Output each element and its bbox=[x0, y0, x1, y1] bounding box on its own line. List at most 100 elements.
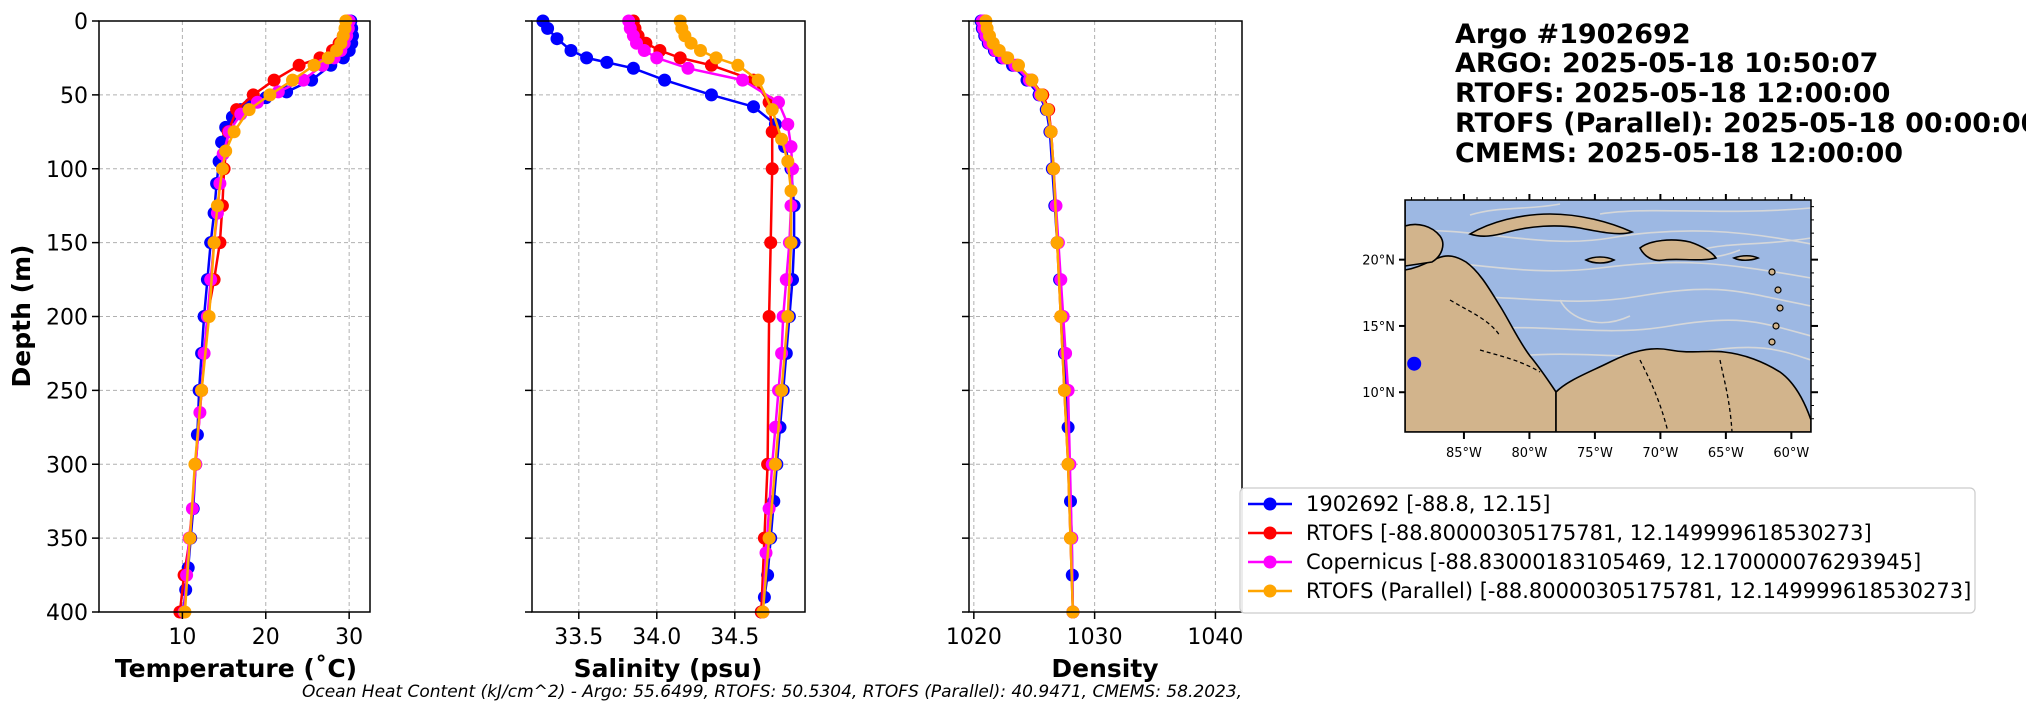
temperature-data-point bbox=[263, 88, 277, 102]
density-data-point bbox=[1035, 88, 1048, 102]
density-xtick-label: 1030 bbox=[1067, 625, 1123, 650]
salinity-xtick-label: 33.5 bbox=[554, 625, 603, 650]
temperature-xtick-label: 10 bbox=[168, 625, 196, 650]
legend: 1902692 [-88.8, 12.15] RTOFS [-88.8000030… bbox=[1239, 487, 1976, 614]
temperature-ytick-label: 400 bbox=[46, 601, 88, 626]
depth-axis-title: Depth (m) bbox=[7, 245, 36, 388]
density-data-point bbox=[1050, 236, 1064, 250]
salinity-data-point bbox=[784, 236, 798, 250]
temperature-series bbox=[173, 14, 359, 619]
salinity-data-point bbox=[781, 154, 795, 168]
density-panel: 1020 1030 1040 Density bbox=[946, 14, 1243, 683]
salinity-xtick-label: 34.5 bbox=[710, 625, 759, 650]
title-argo-id: Argo #1902692 bbox=[1455, 19, 1691, 50]
salinity-data-point bbox=[765, 125, 779, 139]
salinity-series-3 bbox=[673, 14, 798, 619]
temperature-ytick-label: 300 bbox=[46, 453, 88, 478]
salinity-depth-ticks bbox=[525, 20, 532, 613]
title-argo-time: ARGO: 2025-05-18 10:50:07 bbox=[1455, 48, 1878, 79]
map-lesser-antilles bbox=[1768, 268, 1784, 346]
land-south-america bbox=[1555, 347, 1811, 432]
salinity-data-point bbox=[684, 36, 698, 50]
title-block: Argo #1902692 ARGO: 2025-05-18 10:50:07 … bbox=[1455, 19, 2026, 169]
temperature-series-3 bbox=[178, 14, 353, 619]
density-data-point bbox=[1047, 162, 1061, 176]
legend-label: RTOFS (Parallel) [-88.80000305175781, 12… bbox=[1306, 579, 1971, 603]
salinity-data-point bbox=[775, 132, 789, 146]
land-yucatan bbox=[1405, 223, 1444, 267]
map-land bbox=[1405, 200, 1811, 432]
salinity-data-point bbox=[681, 61, 695, 75]
inset-map: 85°W 80°W 75°W 70°W 65°W 60°W 20°N 15°N 10°N bbox=[1362, 194, 1818, 461]
temperature-data-point bbox=[227, 125, 241, 139]
land-puerto-rico bbox=[1731, 254, 1761, 262]
temperature-data-point bbox=[330, 44, 344, 57]
density-series-3 bbox=[979, 14, 1080, 619]
salinity-data-point bbox=[550, 32, 564, 46]
salinity-data-point bbox=[779, 273, 793, 287]
salinity-data-point bbox=[775, 383, 789, 397]
salinity-data-point bbox=[580, 51, 594, 65]
temperature-data-point bbox=[183, 531, 197, 545]
legend-entry: RTOFS (Parallel) [-88.80000305175781, 12… bbox=[1248, 579, 1971, 603]
salinity-xtick-label: 34.0 bbox=[632, 625, 681, 650]
legend-marker-swatch bbox=[1263, 497, 1277, 511]
salinity-data-point bbox=[781, 310, 795, 323]
salinity-data-point bbox=[747, 100, 760, 114]
temperature-data-point bbox=[307, 58, 321, 72]
land-jamaica bbox=[1584, 256, 1616, 264]
temperature-data-point bbox=[188, 457, 202, 471]
salinity-data-point bbox=[762, 531, 776, 545]
density-data-point bbox=[1054, 310, 1068, 323]
temperature-xtick-label: 20 bbox=[252, 625, 280, 650]
map-ticks: 85°W 80°W 75°W 70°W 65°W 60°W 20°N 15°N 10°N bbox=[1362, 194, 1818, 461]
salinity-data-point bbox=[759, 546, 773, 560]
salinity-data-point bbox=[704, 88, 718, 102]
map-lon-tick-label: 85°W bbox=[1446, 446, 1482, 461]
salinity-data-point bbox=[658, 73, 672, 87]
map-lon-tick-label: 75°W bbox=[1577, 446, 1613, 461]
map-lon-tick-label: 60°W bbox=[1773, 446, 1809, 461]
ocean-heat-content-footer: Ocean Heat Content (kJ/cm^2) - Argo: 55.… bbox=[302, 682, 1242, 702]
temperature-data-point bbox=[296, 73, 310, 87]
density-data-point bbox=[1061, 457, 1075, 471]
legend-label: 1902692 [-88.8, 12.15] bbox=[1306, 492, 1550, 516]
salinity-data-point bbox=[541, 21, 555, 35]
density-data-point bbox=[1064, 531, 1077, 545]
legend-marker-swatch bbox=[1263, 555, 1277, 569]
argo-float-marker bbox=[1407, 356, 1422, 371]
salinity-data-point bbox=[784, 140, 798, 154]
temperature-data-point bbox=[215, 162, 229, 176]
salinity-panel: 33.5 34.0 34.5 Salinity (psu) bbox=[525, 14, 806, 683]
density-series bbox=[974, 14, 1080, 619]
temperature-ytick-label: 50 bbox=[60, 84, 88, 109]
temperature-ytick-label: 250 bbox=[46, 379, 88, 404]
map-lat-tick-label: 15°N bbox=[1362, 320, 1395, 335]
temperature-data-point bbox=[195, 383, 209, 397]
temperature-data-point bbox=[242, 103, 256, 117]
salinity-data-point bbox=[731, 58, 745, 72]
temperature-axis-title: Temperature (˚C) bbox=[115, 654, 357, 683]
legend-marker-swatch bbox=[1263, 584, 1277, 598]
density-grid bbox=[969, 20, 1242, 613]
salinity-data-point bbox=[762, 310, 776, 323]
temperature-ytick-label: 150 bbox=[46, 232, 88, 257]
salinity-data-point bbox=[709, 51, 723, 65]
density-data-point bbox=[1059, 346, 1073, 360]
temperature-ytick-label: 200 bbox=[46, 306, 88, 331]
temperature-ytick-label: 350 bbox=[46, 527, 88, 552]
map-lat-tick-label: 20°N bbox=[1362, 254, 1395, 269]
density-axis-title: Density bbox=[1051, 654, 1158, 683]
salinity-data-point bbox=[762, 502, 776, 516]
salinity-data-point bbox=[751, 73, 765, 87]
temperature-data-point bbox=[219, 144, 233, 158]
salinity-data-point bbox=[768, 457, 782, 471]
legend-marker-swatch bbox=[1263, 526, 1277, 540]
salinity-data-point bbox=[765, 103, 779, 117]
title-cmems-time: CMEMS: 2025-05-18 12:00:00 bbox=[1455, 138, 1903, 169]
salinity-data-point bbox=[600, 55, 614, 69]
density-data-point bbox=[1012, 58, 1025, 72]
density-data-point bbox=[1044, 125, 1058, 139]
map-lon-tick-label: 70°W bbox=[1642, 446, 1678, 461]
